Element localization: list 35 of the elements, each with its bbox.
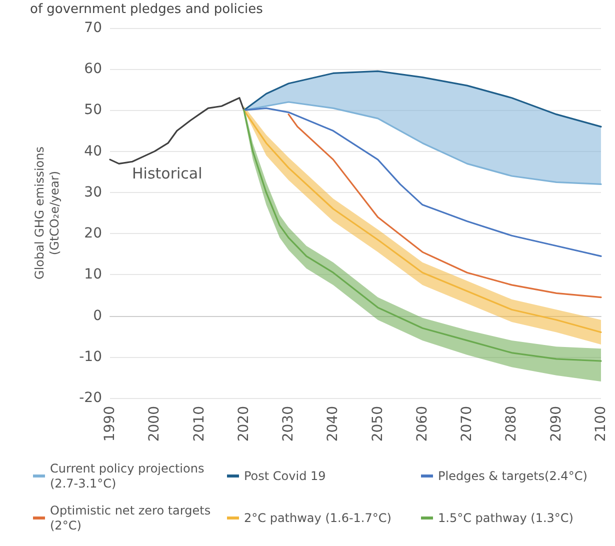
x-tick-label: 2100: [593, 406, 609, 442]
x-tick-label: 1990: [102, 406, 118, 442]
legend-label: Pledges & targets(2.4°C): [438, 469, 588, 483]
x-tick-label: 2090: [548, 406, 564, 442]
line-series: [109, 97, 245, 164]
annotation: Historical: [132, 164, 202, 182]
y-tick-label: -20: [79, 390, 102, 406]
y-tick-label: 20: [84, 226, 102, 242]
y-tick-label: 60: [84, 61, 102, 78]
y-tick-label: 50: [84, 102, 102, 118]
x-tick-label: 2080: [504, 406, 520, 442]
line-series: [243, 107, 602, 257]
y-tick-label: -10: [79, 348, 102, 365]
x-tick-label: 2000: [146, 406, 163, 442]
legend-label: 2°C pathway (1.6-1.7°C): [244, 511, 392, 525]
x-tick-label: 2040: [325, 406, 342, 442]
y-tick-label: 0: [93, 308, 102, 324]
line-series: [288, 114, 602, 298]
y-tick-label: 40: [84, 143, 102, 160]
chart-title: of government pledges and policies: [30, 2, 264, 17]
legend-label: 1.5°C pathway (1.3°C): [438, 511, 574, 525]
x-tick-label: 2060: [414, 406, 430, 442]
y-axis-title: Global GHG emissions (GtCO₂e/year): [32, 146, 62, 280]
x-tick-label: 2070: [459, 406, 476, 442]
legend-label: Current policy projections (2.7-3.1°C): [50, 462, 208, 490]
y-tick-label: 70: [84, 20, 102, 36]
legend-label: Optimistic net zero targets (2°C): [50, 504, 214, 532]
y-tick-label: 30: [84, 184, 102, 200]
x-tick-label: 2030: [280, 406, 297, 442]
x-tick-label: 2050: [370, 406, 386, 442]
legend-label: Post Covid 19: [244, 469, 326, 483]
line-series: [243, 70, 602, 128]
x-tick-label: 2010: [191, 406, 208, 442]
y-tick-label: 10: [84, 266, 102, 283]
x-tick-label: 2020: [236, 406, 252, 442]
